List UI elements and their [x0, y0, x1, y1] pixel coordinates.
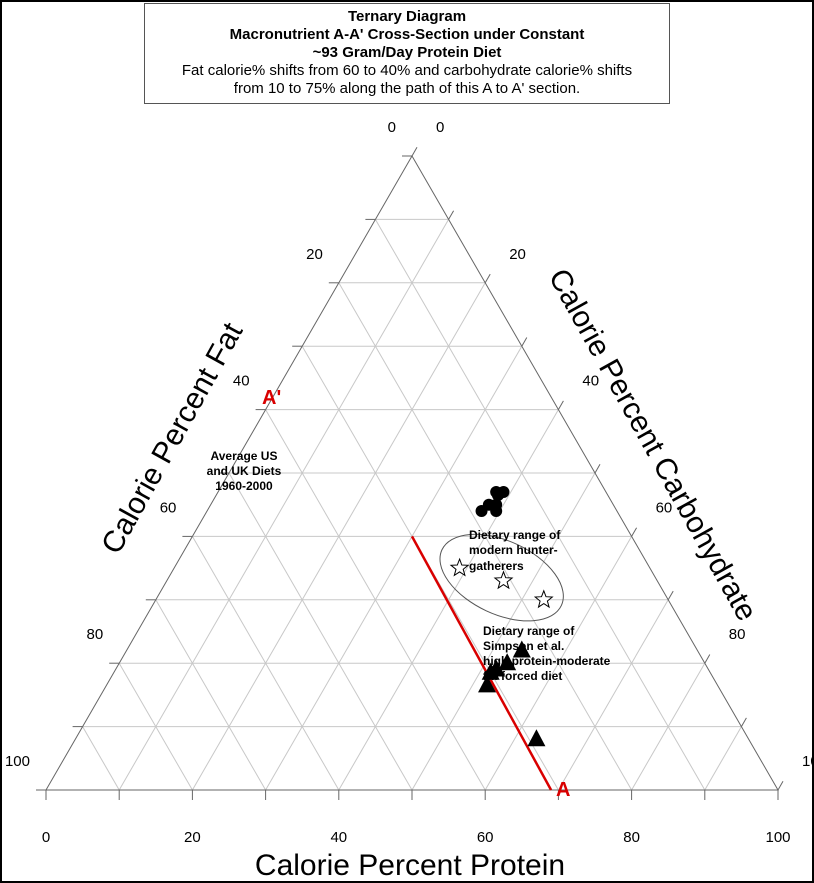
simpson-line-1: Dietary range of [483, 624, 575, 638]
carb-tick-label: 100 [802, 753, 814, 770]
hunter-gatherer-point [449, 557, 470, 577]
title-line-4: Fat calorie% shifts from 60 to 40% and c… [181, 62, 633, 79]
fat-tick-label: 100 [5, 753, 30, 770]
tick-carb [631, 527, 638, 537]
title-line-1: Ternary Diagram [347, 8, 467, 25]
carb-tick-label: 60 [656, 499, 673, 516]
grid-line-carb [82, 726, 120, 791]
simpson-point [478, 675, 497, 693]
protein-axis-title: Calorie Percent Protein [255, 849, 565, 882]
a-label: A [556, 779, 570, 801]
tick-carb [667, 590, 674, 601]
tick-carb [448, 210, 455, 220]
simpson-point [512, 640, 531, 658]
a-prime-label: A' [262, 387, 281, 409]
grid-line-carb [374, 219, 706, 791]
tick-carb [521, 337, 528, 347]
simpson-line-3: high protein-moderate [483, 654, 611, 668]
grid-line-protein [557, 599, 669, 791]
title-line-5: from 10 to 75% along the path of this A … [233, 80, 581, 97]
grid-line-protein [484, 536, 633, 791]
grid-line-protein [631, 662, 706, 791]
tick-carb [740, 717, 747, 727]
us-uk-annotation: Average US and UK Diets 1960-2000 [207, 449, 282, 493]
tick-carb [594, 464, 601, 474]
us-uk-point [490, 505, 503, 518]
fat-tick-label: 0 [388, 119, 396, 136]
grid-line-carb [191, 536, 340, 791]
us-uk-point [475, 505, 488, 518]
fat-tick-label: 80 [87, 626, 104, 643]
hunter-gatherer-ellipse [439, 533, 564, 622]
simpson-line-4: fat forced diet [483, 669, 562, 683]
grid-line-protein [118, 219, 450, 791]
protein-tick-label: 80 [623, 829, 640, 846]
simpson-line-2: Simpson et al. [483, 639, 564, 653]
fat-tick-label: 20 [306, 246, 323, 263]
simpson-point [527, 729, 546, 747]
hunter-gatherer-annotation: Dietary range of modern hunter- gatherer… [469, 528, 561, 573]
axis-tick-labels: 0 20 40 60 80 100 100 80 60 40 20 0 0 20 40 60 80 100 [5, 119, 814, 846]
grid-line-carb [118, 662, 193, 791]
us-uk-line-2: and UK Diets [207, 464, 282, 478]
axis-ticks [36, 147, 784, 800]
fat-axis-title: Calorie Percent Fat [95, 317, 249, 560]
tick-carb [557, 400, 564, 410]
carb-tick-label: 20 [509, 246, 526, 263]
us-uk-point [492, 489, 505, 502]
tick-carb [777, 781, 784, 791]
fat-tick-label: 60 [160, 499, 177, 516]
protein-tick-label: 0 [42, 829, 50, 846]
hunter-gatherer-point [533, 589, 554, 609]
protein-tick-label: 60 [477, 829, 494, 846]
tick-carb [411, 147, 418, 157]
grid-line-protein [704, 726, 742, 791]
fat-tick-label: 40 [233, 373, 250, 390]
carb-tick-label: 80 [729, 626, 746, 643]
section-line-a-a-prime [410, 535, 553, 791]
grid-line-protein [265, 345, 523, 791]
hunter-gatherer-point [493, 570, 514, 590]
hunter-line-1: Dietary range of [469, 528, 561, 542]
simpson-point [498, 653, 517, 671]
title-line-2: Macronutrient A-A' Cross-Section under C… [229, 26, 585, 43]
us-uk-line-1: Average US [211, 449, 278, 463]
simpson-annotation: Dietary range of Simpson et al. high pro… [483, 624, 611, 683]
grid-line-carb [228, 472, 413, 791]
protein-tick-label: 100 [765, 829, 790, 846]
carb-tick-label: 0 [436, 119, 444, 136]
title-box: Ternary Diagram Macronutrient A-A' Cross… [144, 3, 670, 104]
carb-tick-label: 40 [582, 373, 599, 390]
data-points [449, 486, 554, 747]
us-uk-line-3: 1960-2000 [215, 479, 273, 493]
protein-tick-label: 20 [184, 829, 201, 846]
hunter-line-3: gatherers [469, 559, 524, 573]
tick-carb [484, 273, 491, 284]
hunter-line-2: modern hunter- [469, 543, 558, 557]
grid-line-carb [155, 599, 267, 791]
protein-tick-label: 40 [330, 829, 347, 846]
simpson-point [481, 662, 500, 680]
title-line-3: ~93 Gram/Day Protein Diet [312, 44, 502, 61]
ternary-grid [82, 218, 742, 791]
grid-line-protein [411, 472, 596, 791]
tick-carb [704, 654, 711, 664]
